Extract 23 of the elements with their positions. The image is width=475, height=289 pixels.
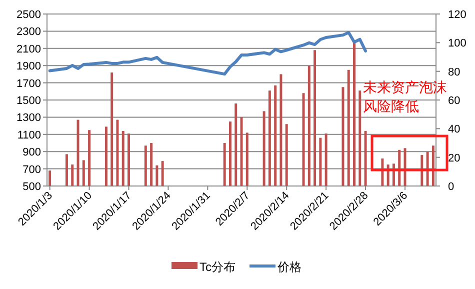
y2-tick-label: 80 — [448, 66, 460, 78]
y2-tick-label: 120 — [448, 9, 466, 21]
y-tick-label: 700 — [22, 164, 41, 176]
y2-tick-label: 60 — [448, 95, 460, 107]
legend-label: 价格 — [276, 260, 302, 274]
y-tick-label: 1900 — [16, 60, 41, 73]
y2-tick-label: 20 — [448, 152, 460, 164]
y2-tick-label: 40 — [448, 124, 460, 136]
y-tick-label: 2500 — [16, 9, 41, 21]
y-tick-label: 1300 — [16, 112, 41, 124]
annotation: 未来资产泡沫 — [363, 79, 447, 95]
y-tick-label: 900 — [22, 146, 41, 159]
y-tick-label: 500 — [22, 181, 41, 193]
legend-label: Tc分布 — [200, 260, 236, 274]
y2-tick-label: 100 — [448, 38, 466, 50]
line-series — [48, 30, 368, 76]
y-tick-label: 1100 — [17, 129, 41, 142]
y2-tick-label: 0 — [448, 181, 454, 193]
y-tick-label: 1500 — [16, 95, 41, 107]
y-tick-label: 1700 — [16, 78, 41, 90]
annotation: 风险降低 — [363, 98, 419, 114]
y-tick-label: 2100 — [16, 43, 41, 56]
y-tick-label: 2300 — [16, 26, 41, 38]
